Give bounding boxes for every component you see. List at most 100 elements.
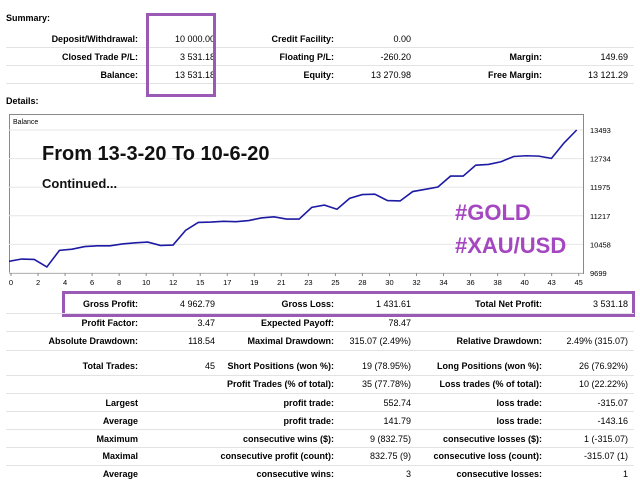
chart-frame [9, 114, 584, 274]
short-positions-value: 19 (78.95%) [361, 361, 411, 371]
row-divider [6, 393, 634, 394]
profit-trades-value: 35 (77.78%) [361, 379, 411, 389]
summary-label: Credit Facility: [271, 34, 334, 44]
row-divider [6, 375, 634, 376]
summary-value: 149.69 [600, 52, 628, 62]
summary-label: Deposit/Withdrawal: [51, 34, 138, 44]
avg-wins-label: consecutive wins: [256, 469, 334, 479]
total-net-value: 3 531.18 [592, 299, 628, 309]
summary-label: Closed Trade P/L: [61, 52, 138, 62]
average-loss-label: loss trade: [496, 416, 542, 426]
max-wins-value: 9 (832.75) [369, 434, 411, 444]
summary-label: Margin: [509, 52, 543, 62]
x-tick-label: 30 [385, 278, 393, 287]
average-loss-value: -143.16 [597, 416, 628, 426]
profit-trades-label: Profit Trades (% of total): [226, 379, 334, 389]
continued-text: Continued... [42, 176, 118, 191]
summary-value: 10 000.00 [174, 34, 215, 44]
y-tick-label: 10458 [590, 240, 611, 249]
row-divider [6, 313, 634, 314]
maximal-loss-label: consecutive loss (count): [433, 451, 542, 461]
x-tick-label: 12 [169, 278, 177, 287]
long-positions-label: Long Positions (won %): [437, 361, 542, 371]
x-tick-label: 45 [575, 278, 583, 287]
y-tick-label: 11217 [590, 212, 610, 221]
gross-profit-label: Gross Profit: [82, 299, 138, 309]
y-tick-label: 12734 [590, 155, 611, 164]
abs-drawdown-value: 118.54 [188, 336, 215, 346]
profit-factor-value: 3.47 [197, 318, 215, 328]
row-divider [6, 83, 634, 84]
maximal-label: Maximal [102, 451, 138, 461]
avg-wins-value: 3 [405, 469, 411, 479]
details-title: Details: [6, 96, 39, 106]
xauusd-tag: #XAU/USD [455, 233, 567, 258]
summary-value: 0.00 [393, 34, 411, 44]
x-tick-label: 43 [547, 278, 555, 287]
short-positions-label: Short Positions (won %): [227, 361, 335, 371]
avg-losses-label: consecutive losses: [456, 469, 542, 479]
long-positions-value: 26 (76.92%) [578, 361, 628, 371]
maximal-profit-value: 832.75 (9) [369, 451, 411, 461]
row-divider [6, 429, 634, 430]
chart-legend: Balance [13, 119, 38, 126]
summary-value: 13 531.18 [174, 70, 215, 80]
gross-loss-label: Gross Loss: [281, 299, 334, 309]
x-tick-label: 36 [466, 278, 474, 287]
summary-label: Free Margin: [487, 70, 542, 80]
summary-value: 3 531.18 [179, 52, 215, 62]
largest-profit-label: profit trade: [283, 398, 335, 408]
largest-loss-value: -315.07 [597, 398, 628, 408]
summary-value: 13 270.98 [370, 70, 411, 80]
row-divider [6, 47, 634, 48]
balance-series-line [9, 129, 578, 268]
max-losses-value: 1 (-315.07) [583, 434, 628, 444]
rel-drawdown-label: Relative Drawdown: [456, 336, 542, 346]
deposit-highlight-box [146, 13, 216, 97]
max-drawdown-value: 315.07 (2.49%) [349, 336, 411, 346]
row-divider [6, 447, 634, 448]
largest-loss-label: loss trade: [496, 398, 542, 408]
maximal-loss-value: -315.07 (1) [583, 451, 628, 461]
row-divider [6, 331, 634, 332]
avg-losses-value: 1 [622, 469, 628, 479]
average2-label: Average [102, 469, 138, 479]
max-wins-label: consecutive wins ($): [242, 434, 334, 444]
balance-chart: 13493 12734 11975 11217 10458 9699 0 2 4 6 8 10 12 1… [9, 114, 611, 287]
summary-title: Summary: [6, 13, 51, 23]
abs-drawdown-label: Absolute Drawdown: [48, 336, 139, 346]
y-tick-label: 11975 [590, 183, 610, 192]
loss-trades-label: Loss trades (% of total): [439, 379, 542, 389]
gross-profit-value: 4 962.79 [179, 299, 215, 309]
x-tick-label: 25 [331, 278, 339, 287]
total-net-label: Total Net Profit: [475, 299, 542, 309]
average-profit-label: profit trade: [283, 416, 335, 426]
expected-payoff-label: Expected Payoff: [260, 318, 334, 328]
x-tick-label: 8 [117, 278, 121, 287]
average-label: Average [102, 416, 138, 426]
maximum-label: Maximum [96, 434, 138, 444]
largest-profit-value: 552.74 [383, 398, 411, 408]
gold-tag: #GOLD [455, 200, 531, 225]
row-divider [6, 411, 634, 412]
x-tick-label: 38 [493, 278, 501, 287]
total-trades-label: Total Trades: [82, 361, 138, 371]
x-tick-label: 23 [304, 278, 312, 287]
total-trades-value: 45 [204, 361, 215, 371]
loss-trades-value: 10 (22.22%) [578, 379, 628, 389]
y-tick-label: 13493 [590, 126, 611, 135]
summary-value: 13 121.29 [587, 70, 628, 80]
expected-payoff-value: 78.47 [388, 318, 411, 328]
max-losses-label: consecutive losses ($): [442, 434, 542, 444]
profit-highlight-box [62, 291, 635, 317]
x-tick-label: 17 [223, 278, 231, 287]
x-tick-label: 40 [520, 278, 528, 287]
maximal-profit-label: consecutive profit (count): [220, 451, 334, 461]
x-tick-label: 32 [412, 278, 420, 287]
gross-loss-value: 1 431.61 [375, 299, 411, 309]
x-tick-label: 28 [358, 278, 366, 287]
row-divider [6, 350, 634, 351]
summary-label: Balance: [100, 70, 138, 80]
x-tick-label: 19 [250, 278, 258, 287]
summary-value: -260.20 [380, 52, 411, 62]
